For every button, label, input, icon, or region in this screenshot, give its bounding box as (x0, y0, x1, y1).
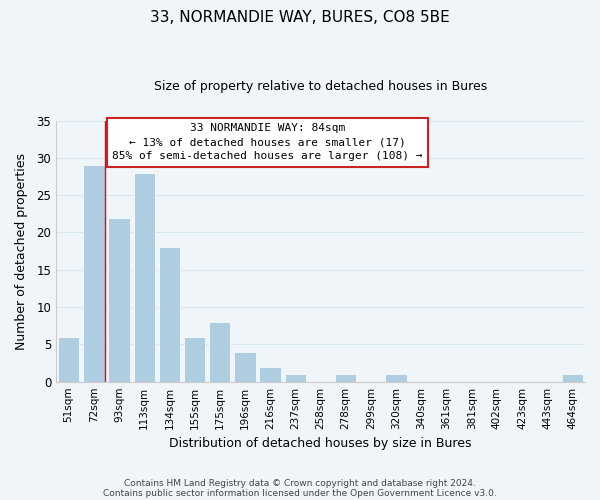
Text: 33 NORMANDIE WAY: 84sqm
← 13% of detached houses are smaller (17)
85% of semi-de: 33 NORMANDIE WAY: 84sqm ← 13% of detache… (112, 123, 423, 161)
Y-axis label: Number of detached properties: Number of detached properties (15, 152, 28, 350)
Bar (83, 166, 104, 382)
Bar (385, 374, 407, 382)
Bar (259, 367, 281, 382)
Text: Contains HM Land Registry data © Crown copyright and database right 2024.: Contains HM Land Registry data © Crown c… (124, 478, 476, 488)
Bar (335, 374, 356, 382)
Bar (109, 218, 130, 382)
Bar (184, 337, 205, 382)
Bar (209, 322, 230, 382)
Title: Size of property relative to detached houses in Bures: Size of property relative to detached ho… (154, 80, 487, 93)
Bar (234, 352, 256, 382)
Text: Contains public sector information licensed under the Open Government Licence v3: Contains public sector information licen… (103, 488, 497, 498)
Bar (284, 374, 306, 382)
Bar (562, 374, 583, 382)
Bar (134, 173, 155, 382)
Bar (58, 337, 79, 382)
Text: 33, NORMANDIE WAY, BURES, CO8 5BE: 33, NORMANDIE WAY, BURES, CO8 5BE (150, 10, 450, 25)
Bar (159, 248, 180, 382)
X-axis label: Distribution of detached houses by size in Bures: Distribution of detached houses by size … (169, 437, 472, 450)
